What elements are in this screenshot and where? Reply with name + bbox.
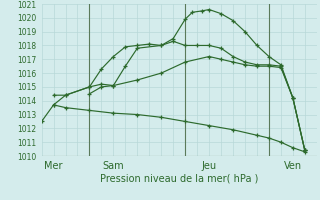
X-axis label: Pression niveau de la mer( hPa ): Pression niveau de la mer( hPa ) [100,174,258,184]
